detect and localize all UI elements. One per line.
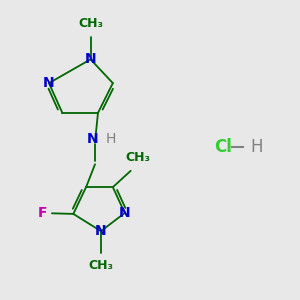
Text: N: N	[85, 52, 96, 66]
Text: H: H	[250, 138, 263, 156]
Text: N: N	[87, 132, 98, 146]
Text: Cl: Cl	[214, 138, 232, 156]
Text: N: N	[43, 76, 55, 90]
Text: N: N	[119, 206, 130, 220]
Text: CH₃: CH₃	[126, 151, 151, 164]
Text: H: H	[105, 132, 116, 146]
Text: N: N	[95, 224, 107, 238]
Text: CH₃: CH₃	[78, 16, 103, 30]
Text: F: F	[38, 206, 47, 220]
Text: CH₃: CH₃	[88, 260, 113, 272]
